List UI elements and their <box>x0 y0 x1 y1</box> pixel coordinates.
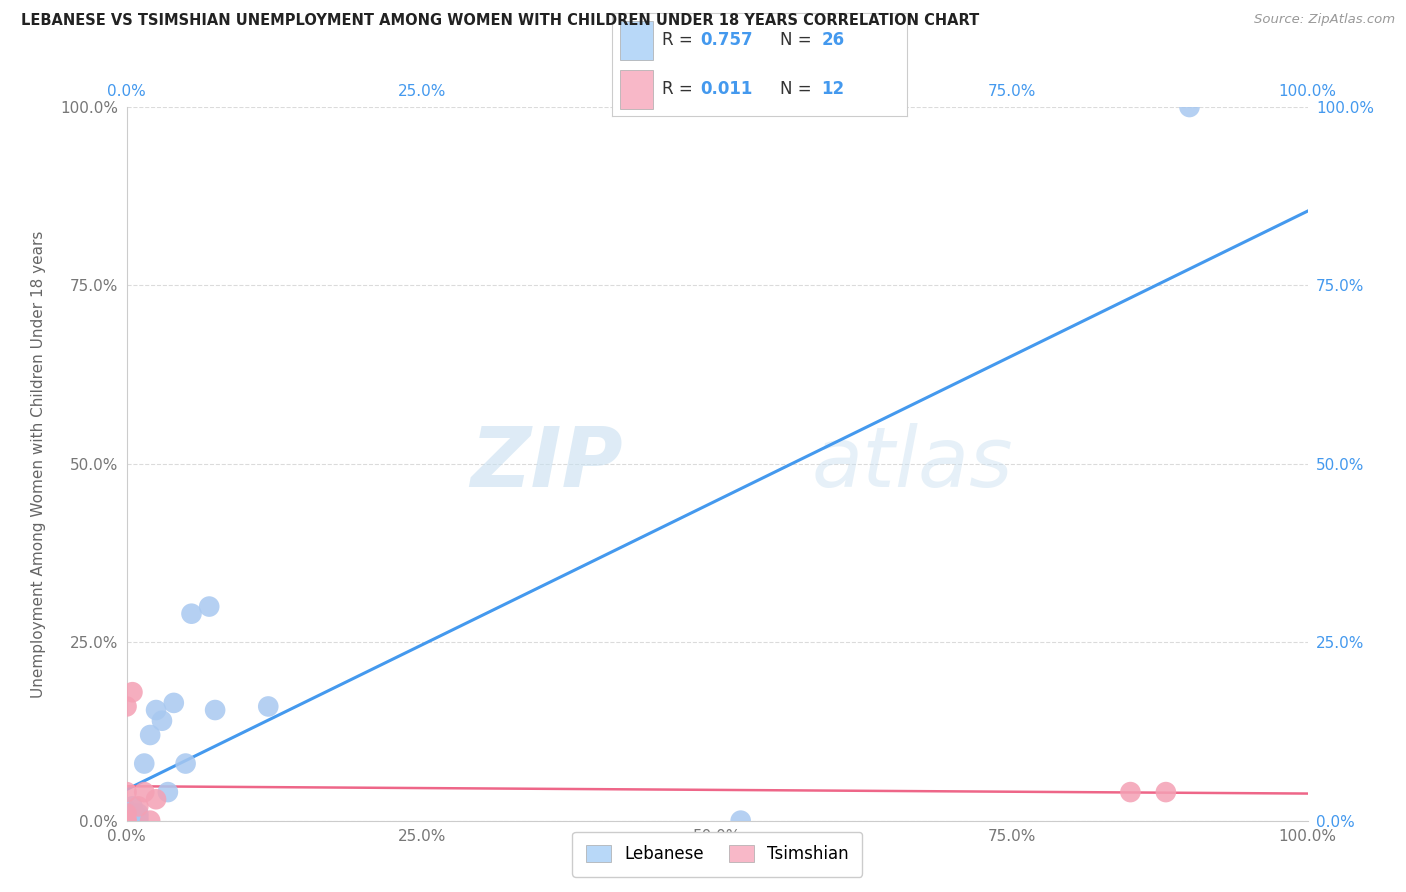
Point <box>1154 785 1177 799</box>
Text: atlas: atlas <box>811 424 1014 504</box>
Text: N =: N = <box>780 31 817 49</box>
Point <box>150 714 173 728</box>
Point <box>139 728 162 742</box>
Point <box>115 785 138 799</box>
Text: N =: N = <box>780 80 817 98</box>
Point <box>115 814 138 828</box>
Text: Source: ZipAtlas.com: Source: ZipAtlas.com <box>1254 13 1395 27</box>
Point <box>127 810 149 824</box>
Y-axis label: Unemployment Among Women with Children Under 18 years: Unemployment Among Women with Children U… <box>31 230 46 698</box>
Point <box>115 814 138 828</box>
Point <box>139 814 162 828</box>
Point <box>121 814 143 828</box>
Point <box>127 799 149 814</box>
Point <box>163 696 186 710</box>
Text: 0.011: 0.011 <box>700 80 752 98</box>
Point <box>115 810 138 824</box>
Point <box>115 814 138 828</box>
Point <box>115 806 138 821</box>
Point <box>121 685 143 699</box>
Point <box>127 806 149 821</box>
Point <box>145 792 167 806</box>
Point <box>134 785 156 799</box>
Point <box>198 599 221 614</box>
Point <box>115 699 138 714</box>
Point <box>174 756 197 771</box>
Text: ZIP: ZIP <box>470 424 623 504</box>
Text: LEBANESE VS TSIMSHIAN UNEMPLOYMENT AMONG WOMEN WITH CHILDREN UNDER 18 YEARS CORR: LEBANESE VS TSIMSHIAN UNEMPLOYMENT AMONG… <box>21 13 980 29</box>
Legend: Lebanese, Tsimshian: Lebanese, Tsimshian <box>572 831 862 877</box>
FancyBboxPatch shape <box>620 21 652 60</box>
Point <box>115 814 138 828</box>
Text: R =: R = <box>662 80 697 98</box>
Point <box>115 814 138 828</box>
Point <box>115 814 138 828</box>
Point <box>257 699 280 714</box>
Point <box>1119 785 1142 799</box>
Text: 12: 12 <box>821 80 845 98</box>
Text: 0.757: 0.757 <box>700 31 752 49</box>
FancyBboxPatch shape <box>620 70 652 109</box>
Point <box>121 799 143 814</box>
Point <box>115 806 138 821</box>
Point <box>134 756 156 771</box>
Point <box>1178 100 1201 114</box>
Point <box>127 814 149 828</box>
Point <box>180 607 202 621</box>
Point <box>145 703 167 717</box>
Point <box>730 814 752 828</box>
Point <box>156 785 179 799</box>
Point <box>115 803 138 817</box>
Text: R =: R = <box>662 31 697 49</box>
Text: 26: 26 <box>821 31 845 49</box>
Point <box>115 814 138 828</box>
Point <box>204 703 226 717</box>
